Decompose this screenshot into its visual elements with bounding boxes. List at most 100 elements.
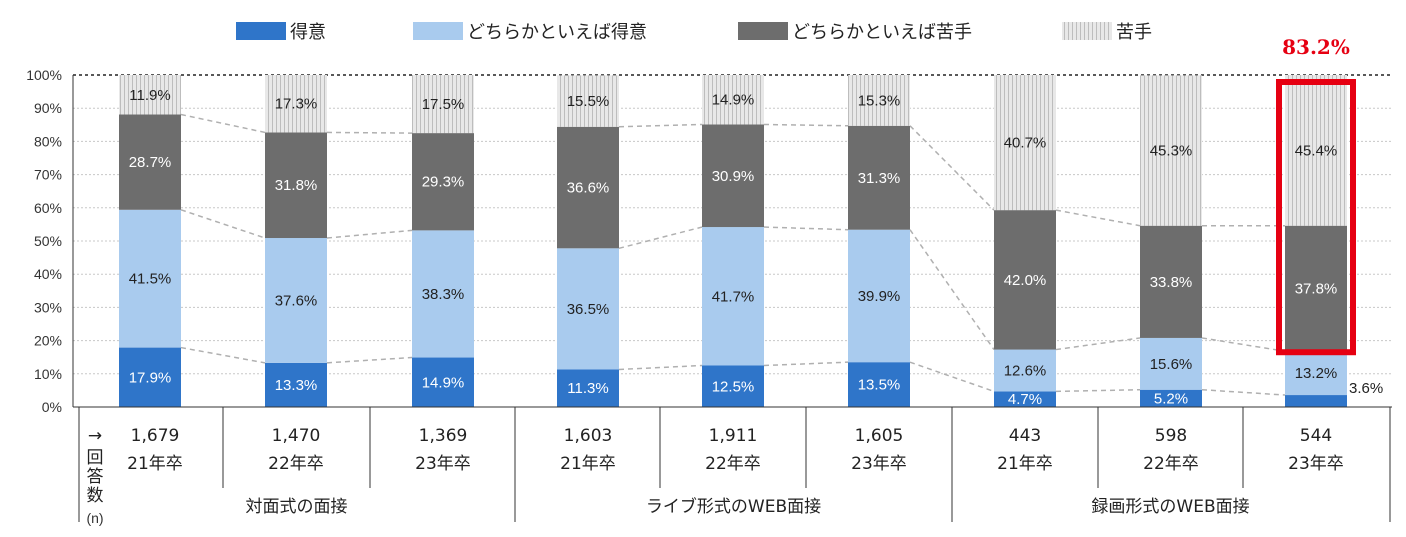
y-tick-label: 50% bbox=[34, 233, 62, 249]
bar-segment-4 bbox=[1140, 75, 1202, 226]
row-header-char: 答 bbox=[87, 467, 104, 487]
bar-segment-2 bbox=[412, 230, 474, 358]
category-year: 22年卒 bbox=[1143, 454, 1199, 474]
highlight-label: 83.2% bbox=[1282, 35, 1350, 59]
bar-segment-3 bbox=[119, 114, 181, 210]
y-tick-label: 100% bbox=[26, 67, 62, 83]
bar-segment-3 bbox=[994, 210, 1056, 350]
category-year: 23年卒 bbox=[851, 454, 907, 474]
category-year: 22年卒 bbox=[705, 454, 761, 474]
bars bbox=[119, 75, 1347, 407]
category-n: 1,911 bbox=[709, 426, 758, 446]
data-label: 12.6% bbox=[1004, 362, 1047, 379]
data-label: 14.9% bbox=[712, 92, 755, 109]
connector-line bbox=[909, 361, 995, 393]
data-label: 41.7% bbox=[712, 288, 755, 305]
y-tick-label: 30% bbox=[34, 299, 62, 315]
row-header-arrow: → bbox=[88, 426, 102, 446]
bar-segment-1 bbox=[265, 362, 327, 407]
category-n: 1,369 bbox=[419, 426, 468, 446]
bar-segment-3 bbox=[265, 132, 327, 239]
category-n: 1,605 bbox=[855, 426, 904, 446]
bar-segment-2 bbox=[265, 238, 327, 363]
bar-segment-3 bbox=[702, 124, 764, 228]
bar-segment-1 bbox=[1285, 395, 1347, 407]
data-label: 3.6% bbox=[1349, 380, 1383, 397]
data-label: 11.9% bbox=[129, 87, 170, 104]
category-year: 21年卒 bbox=[997, 454, 1053, 474]
row-header-char: 回 bbox=[87, 448, 104, 468]
connector-line bbox=[909, 229, 995, 350]
data-label: 45.4% bbox=[1295, 142, 1338, 159]
legend-swatch-1 bbox=[236, 22, 286, 40]
connector-line bbox=[763, 123, 849, 127]
data-label: 37.8% bbox=[1295, 280, 1338, 297]
connector-line bbox=[1201, 388, 1286, 396]
connector-line bbox=[909, 125, 995, 211]
group-label: 対面式の面接 bbox=[246, 497, 348, 517]
legend: 得意 どちらかといえば得意 どちらかといえば苦手 苦手 bbox=[236, 22, 1152, 43]
connector-line bbox=[763, 226, 849, 231]
bar-segment-2 bbox=[1285, 351, 1347, 396]
data-label: 33.8% bbox=[1150, 274, 1193, 291]
group-label: 録画形式のWEB面接 bbox=[1091, 497, 1249, 517]
data-label: 29.3% bbox=[422, 174, 465, 191]
bar-segment-3 bbox=[412, 133, 474, 231]
category-year: 21年卒 bbox=[127, 454, 183, 474]
data-label: 40.7% bbox=[1004, 135, 1047, 152]
y-tick-label: 10% bbox=[34, 366, 62, 382]
category-n: 544 bbox=[1300, 426, 1332, 446]
data-label: 17.5% bbox=[422, 96, 465, 113]
category-year: 23年卒 bbox=[1288, 454, 1344, 474]
connector-line bbox=[618, 364, 703, 371]
x-axis-table: 1,679 21年卒 1,470 22年卒 1,369 23年卒 1,603 21年卒 1,91… bbox=[73, 406, 1392, 526]
category-n: 1,603 bbox=[564, 426, 613, 446]
category-year: 21年卒 bbox=[560, 454, 616, 474]
category-n: 598 bbox=[1155, 426, 1187, 446]
bar-segment-4 bbox=[1285, 75, 1347, 226]
connector-lines bbox=[180, 113, 1286, 396]
legend-swatch-2 bbox=[413, 22, 463, 40]
y-tick-label: 40% bbox=[34, 266, 62, 282]
connector-line bbox=[618, 123, 703, 128]
highlight: 83.2% bbox=[1276, 35, 1356, 356]
bar-segment-1 bbox=[702, 365, 764, 407]
bar-segment-2 bbox=[557, 248, 619, 370]
data-label: 36.6% bbox=[567, 180, 610, 197]
data-label: 28.7% bbox=[129, 154, 172, 171]
data-label: 30.9% bbox=[712, 168, 755, 185]
connector-line bbox=[180, 346, 266, 364]
y-tick-label: 0% bbox=[42, 399, 62, 415]
category-n: 1,470 bbox=[272, 426, 321, 446]
legend-label-3: どちらかといえば苦手 bbox=[792, 22, 972, 43]
data-label: 39.9% bbox=[858, 288, 901, 305]
y-tick-label: 70% bbox=[34, 167, 62, 183]
bar-segment-2 bbox=[1140, 337, 1202, 390]
gridlines bbox=[73, 74, 1392, 375]
data-label: 41.5% bbox=[129, 271, 172, 288]
data-label: 17.3% bbox=[275, 96, 318, 113]
y-tick-label: 60% bbox=[34, 200, 62, 216]
bar-segment-3 bbox=[1140, 225, 1202, 338]
bar-segment-3 bbox=[557, 126, 619, 249]
data-label: 36.5% bbox=[567, 301, 610, 318]
connector-line bbox=[326, 229, 413, 239]
bar-segment-1 bbox=[1140, 389, 1202, 407]
connector-line bbox=[1055, 209, 1141, 227]
legend-label-4: 苦手 bbox=[1116, 22, 1152, 43]
legend-swatch-3 bbox=[738, 22, 788, 40]
data-label: 13.5% bbox=[858, 377, 901, 394]
category-year: 23年卒 bbox=[415, 454, 471, 474]
data-labels: 17.9% 41.5% 28.7% 11.9% 13.3% 37.6% 31.8% 17.3%… bbox=[129, 87, 1383, 408]
category-n: 443 bbox=[1009, 426, 1041, 446]
bar-segment-4 bbox=[412, 75, 474, 134]
data-label: 45.3% bbox=[1150, 143, 1193, 160]
connector-line bbox=[1201, 337, 1286, 352]
connector-line bbox=[180, 209, 266, 239]
connector-line bbox=[763, 361, 849, 367]
row-header-char: 数 bbox=[87, 486, 104, 506]
y-tick-label: 80% bbox=[34, 133, 62, 149]
data-label: 12.5% bbox=[712, 378, 755, 395]
connector-line bbox=[326, 131, 413, 134]
